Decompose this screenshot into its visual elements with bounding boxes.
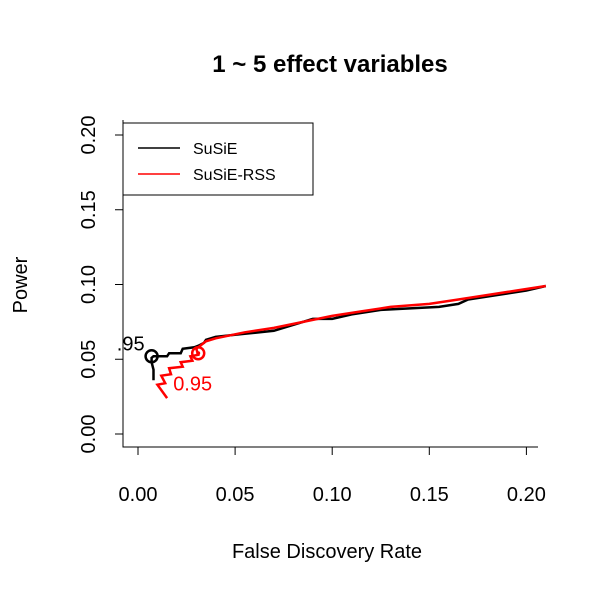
x-tick-label: 0.05 xyxy=(216,484,255,506)
y-tick-label: 0.00 xyxy=(78,415,100,454)
susie-rss-threshold-label: 0.95 xyxy=(173,373,212,395)
legend-label-susie: SuSiE xyxy=(193,141,237,158)
plot-frame xyxy=(122,120,538,448)
series-line-susie-rss xyxy=(155,284,546,399)
susie-rss-threshold-marker xyxy=(190,346,206,361)
y-tick-label: 0.15 xyxy=(78,190,100,229)
x-tick-label: 0.15 xyxy=(410,484,449,506)
x-tick-label: 0.00 xyxy=(119,484,158,506)
y-tick-label: 0.10 xyxy=(78,265,100,304)
legend-label-susie-rss: SuSiE-RSS xyxy=(193,167,276,184)
legend-box xyxy=(122,122,314,196)
x-tick-label: 0.20 xyxy=(507,484,546,506)
chart-title: 1 ~ 5 effect variables xyxy=(212,51,447,78)
susie-threshold-label: .95 xyxy=(117,333,145,355)
susie-threshold-marker xyxy=(144,349,159,364)
susie-rss-threshold-dot xyxy=(196,351,201,356)
y-tick-label: 0.20 xyxy=(78,116,100,155)
series-line-susie xyxy=(150,284,547,381)
x-axis-label: False Discovery Rate xyxy=(232,541,422,563)
x-tick-label: 0.10 xyxy=(313,484,352,506)
y-axis-label: Power xyxy=(10,256,32,313)
y-tick-label: 0.05 xyxy=(78,340,100,379)
